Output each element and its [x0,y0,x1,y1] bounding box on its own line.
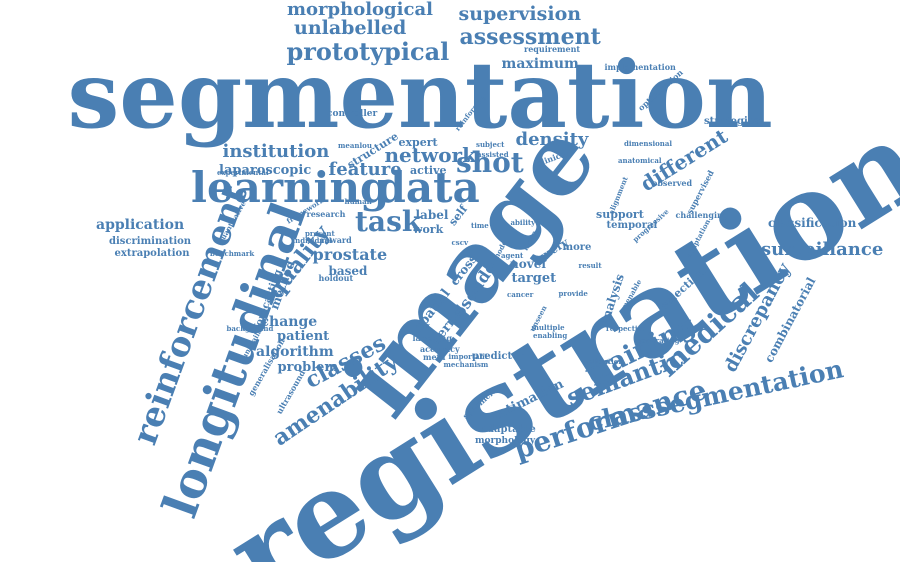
cloud-word: implementation [604,62,676,72]
cloud-word: individual [292,235,332,245]
cloud-word: shot [456,146,524,179]
cloud-word: prototypical [286,37,450,66]
cloud-word: extrapolation [114,248,190,259]
cloud-word: strategies [704,116,760,127]
cloud-word: novel [510,257,546,271]
cloud-word: subject [476,139,505,149]
cloud-word: label [415,208,449,222]
cloud-word: active [410,163,447,177]
cloud-word: predictor [472,351,525,362]
cloud-word: accuracy [420,344,460,354]
cloud-word: meta [423,352,446,362]
cloud-word: important [448,351,488,361]
cloud-word: background [226,323,274,333]
cloud-word: learning [191,163,390,212]
cloud-word: benchmark [210,248,255,258]
cloud-word: density [515,129,589,150]
cloud-word: cancer [507,289,534,299]
cloud-word: institution [222,141,330,162]
cloud-word: morphological [287,0,433,20]
cloud-word: data [376,163,480,212]
cloud-word: human [344,196,372,206]
cloud-word: enabling [533,330,568,340]
cloud-word: validation [584,356,624,366]
cloud-word: reward [320,235,352,245]
cloud-word: support [596,207,644,221]
cloud-word: temporal [606,220,658,231]
cloud-word: unlabelled [294,16,407,39]
cloud-word: patient [277,328,330,344]
cloud-word: feature [328,159,402,180]
cloud-word: discrimination [109,236,192,247]
cloud-word: task [355,205,422,238]
cloud-word: result [578,260,602,270]
cloud-word: research [306,209,346,219]
cloud-word: algorithm [256,344,334,360]
cloud-word: multiple [531,322,565,332]
cloud-word: laparoscopic [219,162,312,178]
cloud-word: prostate [312,245,388,264]
cloud-word: observed [652,178,693,188]
cloud-word: change [260,314,318,330]
cloud-word: controller [327,108,378,119]
cloud-word: assessment [459,24,601,50]
cloud-word: respective [606,323,647,333]
cloud-word: problem [277,359,339,375]
cloud-word: holdout [318,273,354,283]
cloud-word: classification [768,216,857,230]
cloud-word: based [328,264,368,278]
cloud-word: expert [398,135,438,149]
cloud-word: cscv [451,237,469,247]
cloud-word: application [96,217,185,233]
cloud-word: generating [636,335,680,345]
cloud-word: work [413,222,444,236]
cloud-word: surveillance [761,239,884,260]
cloud-word: requirement [524,44,581,54]
cloud-word: dimensional [624,138,673,148]
cloud-word: network [384,143,476,167]
cloud-word: morphology [475,435,536,446]
cloud-word: adaptable [480,424,536,435]
cloud-word: provide [558,288,588,298]
cloud-word: experimental [217,167,269,177]
cloud-word: anatomical [618,155,662,165]
cloud-word: maximum [501,56,579,72]
cloud-word: challenging [675,210,729,220]
cloud-word: labelling [412,333,452,343]
cloud-word: agent [501,250,524,260]
cloud-word: time [471,220,489,230]
cloud-word: target [511,270,557,286]
cloud-word: supervision [458,2,582,25]
cloud-word: assisted [477,149,509,159]
cloud-word: ability [510,217,536,227]
cloud-word: present [305,228,335,238]
cloud-word: meanlou [338,140,372,150]
cloud-word: mechanism [443,359,489,369]
cloud-word: more [562,242,592,253]
cloud-word: segmentation [67,41,773,149]
